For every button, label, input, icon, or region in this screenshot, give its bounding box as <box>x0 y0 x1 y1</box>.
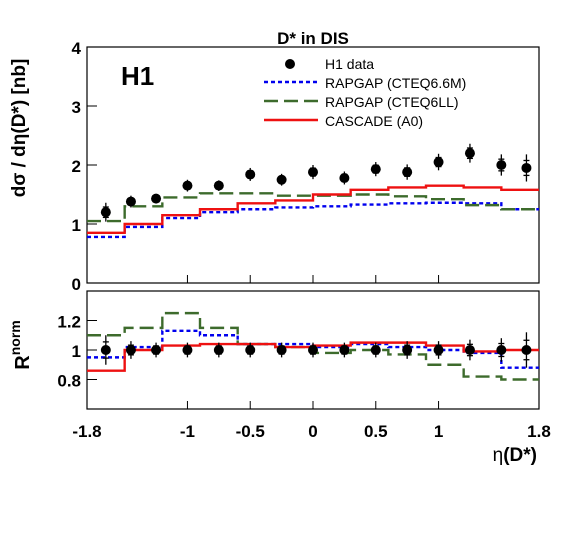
top-panel: H1 dσ / dη(D*) [nb] 0 1 2 3 4 <box>9 39 540 294</box>
bottom-data-point <box>125 345 136 355</box>
bottom-data-point <box>151 345 162 355</box>
bottom-data-point <box>308 345 318 355</box>
x-tick-label: -0.5 <box>236 422 265 441</box>
x-axis-label-main: η <box>493 445 504 466</box>
bottom-y-axis-label-main: R <box>12 355 34 370</box>
bottom-data-point <box>402 345 413 355</box>
bottom-data-point <box>464 345 475 355</box>
top-data-point <box>213 180 224 191</box>
bottom-data-point <box>213 345 224 355</box>
bottom-data-point <box>276 345 287 355</box>
top-y-tick-label: 3 <box>72 98 81 117</box>
bottom-data-point <box>245 345 256 355</box>
x-axis: -1.8 -1 -0.5 0 0.5 1 1.8 <box>72 422 550 441</box>
experiment-label: H1 <box>121 61 154 91</box>
bottom-data-point <box>182 345 193 355</box>
top-data-point <box>276 174 287 185</box>
top-data-point <box>464 148 475 159</box>
top-series-rapgap-cteq6-6m- <box>87 201 539 239</box>
top-data-point <box>521 162 532 173</box>
legend: H1 data RAPGAP (CTEQ6.6M) RAPGAP (CTEQ6LL)… <box>264 56 466 129</box>
legend-entry-label: H1 data <box>325 56 374 72</box>
bottom-y-axis-label: Rnorm <box>7 320 34 369</box>
legend-marker-data <box>285 59 295 69</box>
top-data-point <box>370 164 381 175</box>
bottom-data-point <box>370 345 381 355</box>
bottom-data-point <box>100 345 111 355</box>
top-data-point <box>339 172 350 183</box>
bottom-data-point <box>496 345 507 355</box>
top-data-point <box>433 157 444 168</box>
chart-title: D* in DIS <box>277 29 349 48</box>
top-data-point <box>308 167 318 178</box>
x-axis-label-suffix: (D*) <box>503 445 537 466</box>
x-tick-label: 0 <box>308 422 317 441</box>
x-tick-label: 1.8 <box>527 422 551 441</box>
x-tick-label: -1 <box>180 422 195 441</box>
bottom-data-point <box>521 345 532 355</box>
top-y-axis-label: dσ / dη(D*) [nb] <box>9 59 30 198</box>
bottom-data-point <box>433 345 444 355</box>
top-data-point <box>402 167 413 178</box>
x-tick-label: 1 <box>434 422 443 441</box>
x-tick-label: 0.5 <box>364 422 388 441</box>
legend-entry-label: RAPGAP (CTEQ6LL) <box>325 94 459 110</box>
top-y-tick-label: 0 <box>72 275 81 294</box>
top-y-tick-label: 2 <box>72 157 81 176</box>
top-series-cascade-a0- <box>87 184 539 235</box>
top-y-tick-label: 1 <box>72 216 81 235</box>
top-data-point <box>151 193 162 204</box>
bottom-y-axis-label-sup: norm <box>7 320 23 355</box>
top-data-point <box>182 180 193 191</box>
x-axis-label: η(D*) <box>493 445 537 466</box>
bottom-y-tick-label: 1.2 <box>57 313 81 332</box>
legend-entry-label: RAPGAP (CTEQ6.6M) <box>325 75 466 91</box>
bottom-y-tick-label: 1 <box>72 342 81 361</box>
top-data-point <box>496 160 507 170</box>
top-data-point <box>125 196 136 207</box>
top-data-point <box>100 207 111 218</box>
bottom-data-point <box>339 345 350 355</box>
top-data-point <box>245 169 256 180</box>
top-y-tick-label: 4 <box>72 39 82 58</box>
bottom-panel: Rnorm 0.8 1 1.2 <box>7 290 540 410</box>
legend-entry-label: CASCADE (A0) <box>325 113 423 129</box>
bottom-y-tick-label: 0.8 <box>57 372 81 391</box>
x-tick-label: -1.8 <box>72 422 101 441</box>
